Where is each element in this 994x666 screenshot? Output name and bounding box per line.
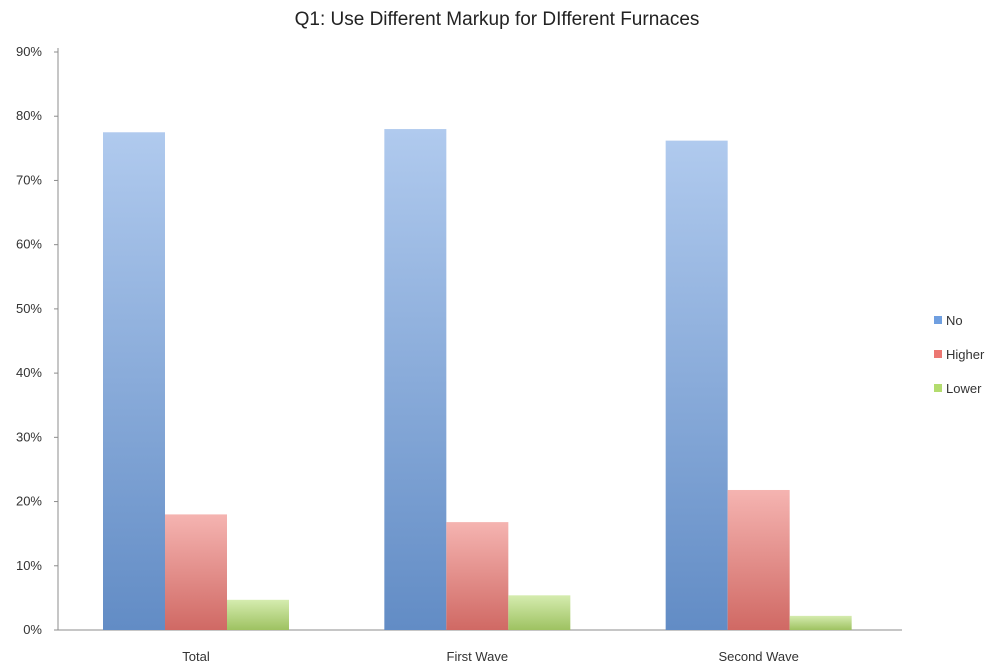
y-tick-label: 90% [16, 44, 42, 59]
bar-lower-first-wave [508, 595, 571, 630]
bar-higher-first-wave [446, 522, 509, 630]
legend-swatch [934, 316, 942, 324]
category-group [103, 132, 289, 630]
legend-swatch [934, 350, 942, 358]
bar-no-first-wave [384, 129, 447, 631]
y-tick-label: 50% [16, 301, 42, 316]
y-axis: 0% 10% 20% 30% 40% 50% 60% 70% 80% 90% [16, 44, 59, 637]
y-tick-label: 60% [16, 237, 42, 252]
bars-group [103, 129, 852, 631]
bar-higher-second-wave [727, 489, 790, 630]
chart-title: Q1: Use Different Markup for DIfferent F… [295, 9, 700, 30]
y-tick-label: 70% [16, 172, 42, 187]
y-tick-label: 10% [16, 558, 42, 573]
y-tick-label: 30% [16, 429, 42, 444]
category-group [665, 140, 852, 631]
legend: No Higher Lower [934, 313, 985, 396]
x-tick-label: Total [182, 649, 210, 664]
bar-higher-total [165, 514, 227, 630]
legend-label: Higher [946, 347, 985, 362]
bar-no-second-wave [665, 140, 728, 631]
legend-item: Higher [934, 347, 985, 362]
legend-label: No [946, 313, 963, 328]
x-tick-label: Second Wave [718, 649, 798, 664]
y-tick-label: 20% [16, 494, 42, 509]
legend-item: Lower [934, 381, 982, 396]
category-group [384, 129, 571, 631]
y-tick-label: 0% [23, 622, 42, 637]
bar-lower-second-wave [789, 615, 852, 630]
legend-item: No [934, 313, 963, 328]
legend-swatch [934, 384, 942, 392]
y-tick-label: 80% [16, 108, 42, 123]
legend-label: Lower [946, 381, 982, 396]
bar-no-total [103, 132, 165, 630]
y-tick-label: 40% [16, 365, 42, 380]
bar-lower-total [227, 599, 289, 630]
x-axis: Total First Wave Second Wave [58, 629, 902, 664]
x-tick-label: First Wave [447, 649, 509, 664]
